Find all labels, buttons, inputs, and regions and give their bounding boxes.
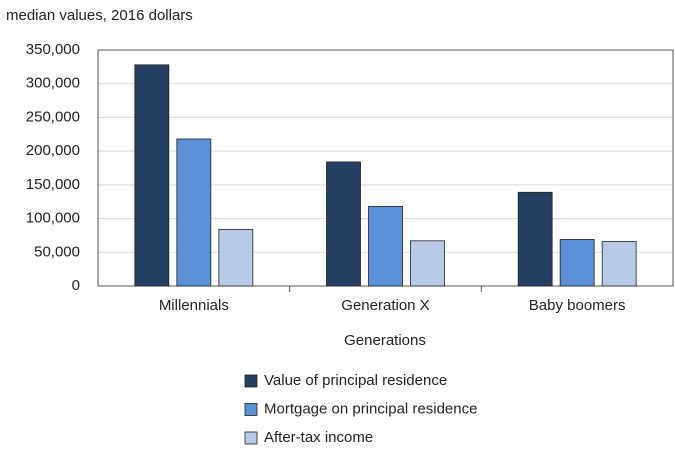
x-tick-label: Generation X bbox=[341, 297, 429, 314]
bar bbox=[134, 64, 170, 287]
bar bbox=[218, 228, 254, 287]
bar bbox=[410, 240, 445, 287]
legend-swatch bbox=[244, 374, 258, 388]
y-tick-label: 250,000 bbox=[26, 108, 80, 125]
legend-label: Mortgage on principal residence bbox=[264, 400, 477, 417]
y-tick-label: 0 bbox=[72, 277, 80, 294]
bar bbox=[517, 191, 553, 287]
y-axis-label: median values, 2016 dollars bbox=[6, 7, 193, 24]
bar bbox=[368, 206, 403, 287]
x-tick-label: Baby boomers bbox=[529, 297, 626, 314]
x-axis-label: Generations bbox=[344, 332, 426, 349]
bar bbox=[326, 161, 361, 287]
x-tick-label: Millennials bbox=[159, 297, 229, 314]
y-tick-label: 50,000 bbox=[34, 243, 80, 260]
legend-label: After-tax income bbox=[264, 429, 373, 446]
y-tick-label: 350,000 bbox=[26, 41, 80, 58]
y-tick-label: 100,000 bbox=[26, 210, 80, 227]
y-tick-label: 300,000 bbox=[26, 75, 80, 92]
legend-swatch bbox=[244, 431, 258, 445]
bar bbox=[601, 241, 637, 287]
bar bbox=[559, 239, 595, 287]
bar bbox=[176, 138, 212, 287]
y-tick-label: 200,000 bbox=[26, 142, 80, 159]
legend-swatch bbox=[244, 403, 258, 416]
legend-label: Value of principal residence bbox=[264, 372, 447, 389]
y-tick-label: 150,000 bbox=[26, 176, 80, 193]
